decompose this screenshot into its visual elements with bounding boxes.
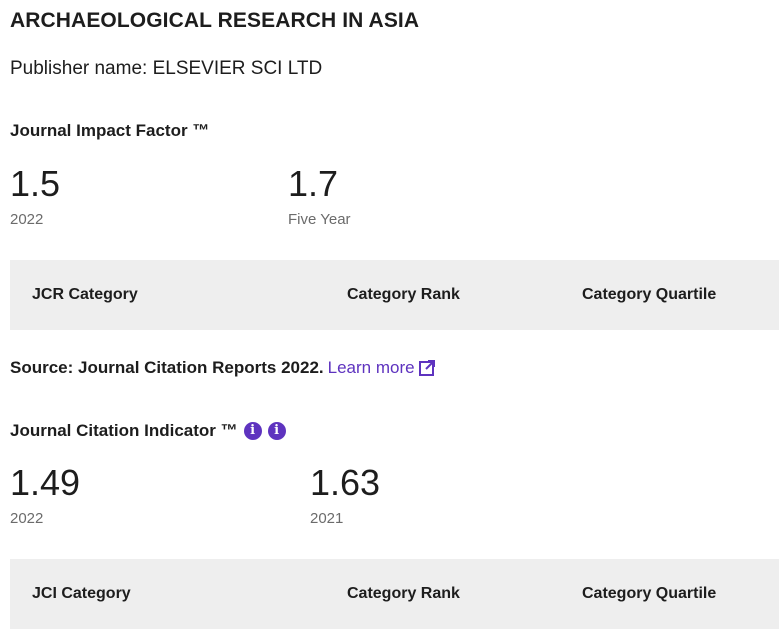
- learn-more-label: Learn more: [327, 358, 415, 377]
- table-body-start: [10, 629, 779, 643]
- jci-year-2021: 2021: [310, 510, 344, 527]
- jci-quartile-column: Category Quartile: [582, 585, 717, 602]
- jci-category-table-header: JCI Category Category Rank Category Quar…: [10, 559, 779, 629]
- external-link-icon: [418, 359, 436, 377]
- jci-year-2022: 2022: [10, 510, 44, 527]
- jif-value-2022: 1.5: [10, 163, 61, 204]
- jci-heading: Journal Citation Indicator ™ i i: [10, 421, 286, 441]
- jcr-quartile-column: Category Quartile: [582, 286, 717, 303]
- jif-value-five-year: 1.7: [288, 163, 339, 204]
- jcr-rank-column: Category Rank: [347, 286, 460, 303]
- info-icon[interactable]: i: [243, 422, 262, 440]
- jci-value-2022: 1.49: [10, 462, 81, 503]
- source-line: Source: Journal Citation Reports 2022. L…: [10, 358, 436, 378]
- jif-year-2022: 2022: [10, 211, 44, 228]
- jif-label: Journal Impact Factor ™: [10, 121, 210, 140]
- jci-value-2021: 1.63: [310, 462, 381, 503]
- publisher-name: Publisher name: ELSEVIER SCI LTD: [10, 58, 323, 79]
- jif-heading: Journal Impact Factor ™: [10, 121, 209, 141]
- jci-label: Journal Citation Indicator ™: [10, 421, 238, 440]
- journal-title: ARCHAEOLOGICAL RESEARCH IN ASIA: [10, 9, 420, 32]
- source-text: Source: Journal Citation Reports 2022.: [10, 358, 324, 377]
- jci-rank-column: Category Rank: [347, 585, 460, 602]
- jcr-category-column: JCR Category: [32, 286, 138, 303]
- learn-more-link[interactable]: Learn more: [328, 358, 436, 378]
- info-icon[interactable]: i: [267, 422, 286, 440]
- jif-five-year-label: Five Year: [288, 211, 351, 228]
- jci-category-column: JCI Category: [32, 585, 131, 602]
- jcr-category-table-header: JCR Category Category Rank Category Quar…: [10, 260, 779, 330]
